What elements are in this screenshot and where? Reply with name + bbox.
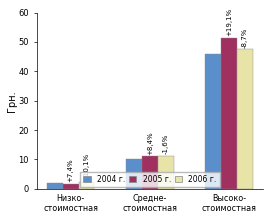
Y-axis label: Грн.: Грн. — [7, 90, 17, 112]
Text: +7,4%: +7,4% — [68, 158, 74, 182]
Text: +19,1%: +19,1% — [226, 8, 232, 36]
Bar — [221, 38, 237, 189]
Bar — [205, 54, 221, 189]
Text: -1,6%: -1,6% — [163, 134, 169, 154]
Bar — [47, 183, 63, 189]
Bar — [237, 49, 253, 189]
Legend: 2004 г., 2005 г., 2006 г.: 2004 г., 2005 г., 2006 г. — [80, 172, 220, 187]
Text: +10,1%: +10,1% — [83, 153, 89, 181]
Bar — [142, 156, 158, 189]
Text: +8,4%: +8,4% — [147, 131, 153, 155]
Bar — [63, 183, 79, 189]
Text: -8,7%: -8,7% — [242, 28, 248, 48]
Bar — [158, 156, 174, 189]
Bar — [79, 182, 94, 189]
Bar — [126, 160, 142, 189]
